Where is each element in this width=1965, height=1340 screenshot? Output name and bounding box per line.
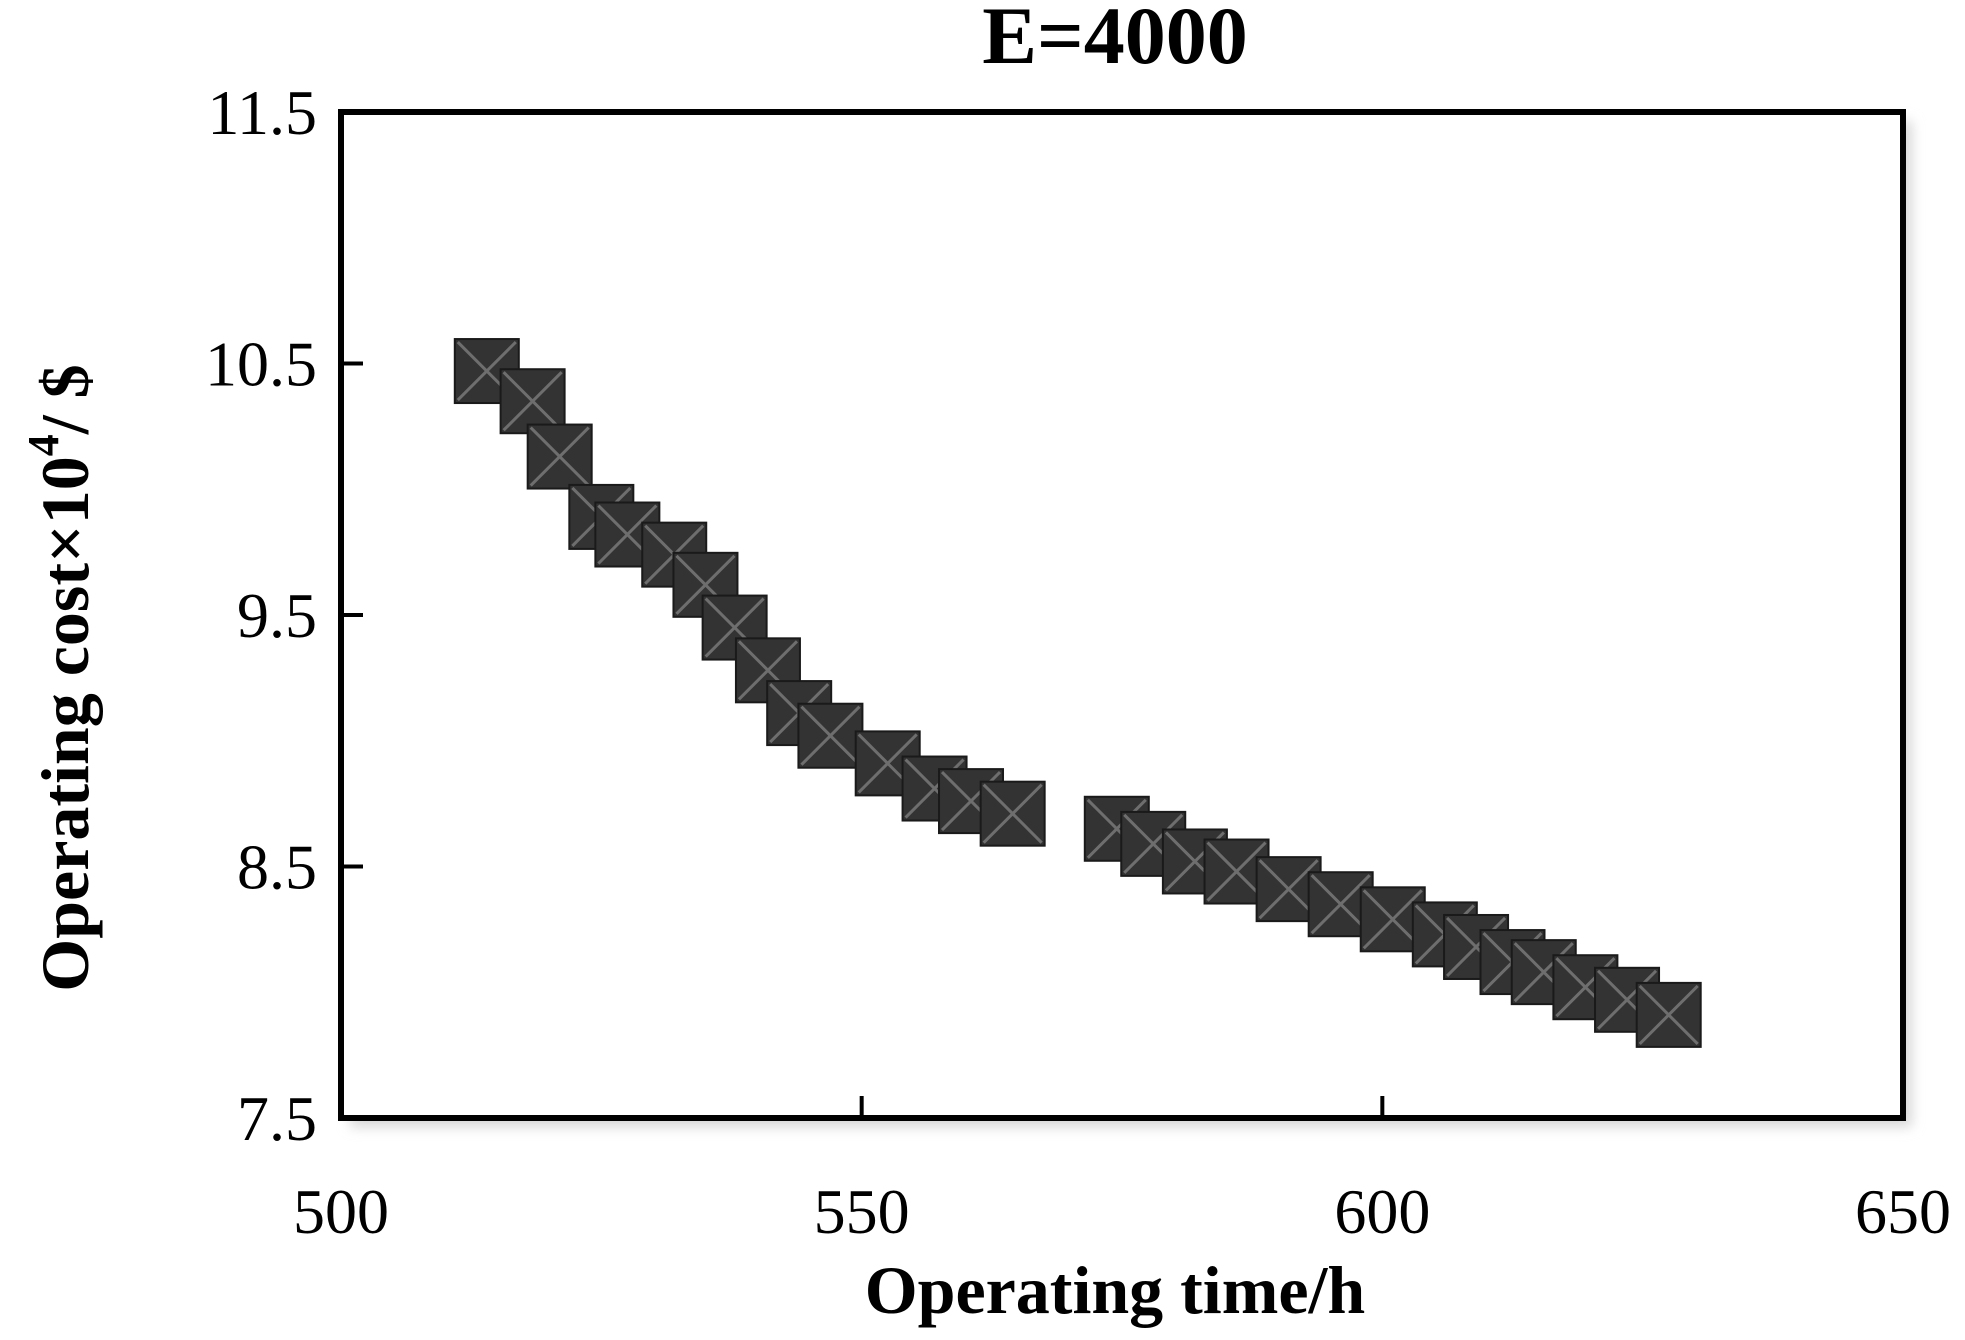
x-axis-ticks: 500 550 600 650 [293,1096,1951,1247]
y-tick-label: 7.5 [237,1083,317,1154]
y-axis-label-suffix: / $ [27,364,103,435]
chart-title: E=4000 [982,0,1247,81]
y-axis-label-superscript: 4 [19,434,68,456]
x-tick-label: 650 [1855,1176,1951,1247]
y-axis-ticks: 7.5 8.5 9.5 10.5 11.5 [205,77,363,1154]
data-point [979,780,1046,847]
y-tick-label: 9.5 [237,580,317,651]
x-tick-label: 500 [293,1176,389,1247]
y-axis-label: Operating cost×104/ $ [19,364,103,991]
y-tick-label: 11.5 [207,77,317,148]
data-point [1635,981,1702,1048]
x-tick-label: 600 [1334,1176,1430,1247]
data-points [453,338,1702,1048]
data-point [526,423,593,490]
plot-frame [338,109,1912,1127]
data-point [797,702,864,769]
svg-text:Operating cost×104/ $: Operating cost×104/ $ [19,364,103,991]
y-tick-label: 8.5 [237,832,317,903]
y-axis-label-main: Operating cost×10 [27,456,103,991]
plot-area [341,112,1903,1118]
x-axis-label: Operating time/h [865,1252,1366,1328]
y-tick-label: 10.5 [205,329,317,400]
x-tick-label: 550 [814,1176,910,1247]
